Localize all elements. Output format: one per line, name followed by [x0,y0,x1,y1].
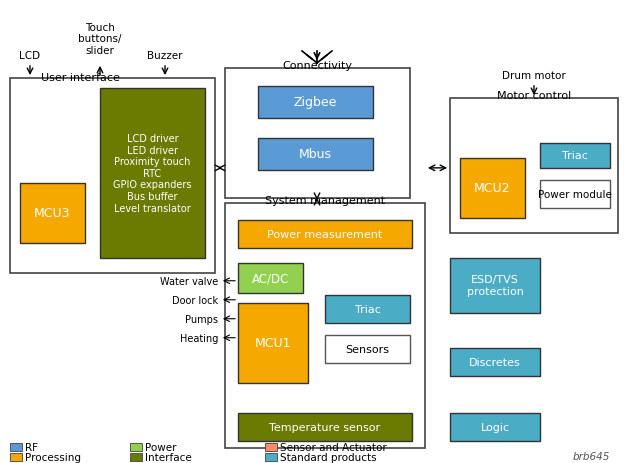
Text: Pumps: Pumps [185,314,218,324]
FancyBboxPatch shape [238,413,412,441]
Text: MCU2: MCU2 [474,182,511,195]
FancyBboxPatch shape [450,258,540,313]
Text: LCD driver
LED driver
Proximity touch
RTC
GPIO expanders
Bus buffer
Level transl: LCD driver LED driver Proximity touch RT… [113,134,192,213]
FancyBboxPatch shape [265,443,277,450]
Text: Water valve: Water valve [160,276,218,286]
FancyBboxPatch shape [10,79,215,273]
FancyBboxPatch shape [325,335,410,363]
FancyBboxPatch shape [258,87,373,119]
Text: Triac: Triac [354,304,381,314]
FancyBboxPatch shape [225,203,425,448]
Text: Interface: Interface [145,451,192,462]
Text: System management: System management [265,195,385,206]
Text: Connectivity: Connectivity [282,61,352,71]
FancyBboxPatch shape [20,183,85,243]
Text: Door lock: Door lock [172,295,218,305]
FancyBboxPatch shape [460,158,525,219]
Text: Zigbee: Zigbee [294,96,337,109]
FancyBboxPatch shape [325,295,410,323]
Text: Drum motor: Drum motor [502,71,566,81]
Text: Processing: Processing [25,451,81,462]
FancyBboxPatch shape [100,89,205,258]
FancyBboxPatch shape [540,144,610,169]
FancyBboxPatch shape [238,220,412,248]
Text: Buzzer: Buzzer [147,51,182,61]
Text: Triac: Triac [562,151,588,161]
FancyBboxPatch shape [450,348,540,376]
Text: RF: RF [25,442,38,452]
Text: Mbus: Mbus [299,148,332,161]
Text: Temperature sensor: Temperature sensor [270,422,381,432]
Text: User interface: User interface [41,73,119,83]
Text: Power module: Power module [538,189,612,200]
Text: brb645: brb645 [572,450,610,461]
Text: Heating: Heating [179,333,218,343]
FancyBboxPatch shape [540,181,610,208]
FancyBboxPatch shape [130,443,142,450]
FancyBboxPatch shape [258,138,373,170]
Text: Power measurement: Power measurement [267,229,382,239]
FancyBboxPatch shape [130,453,142,461]
Text: Discretes: Discretes [469,357,521,367]
Text: MCU1: MCU1 [255,337,292,350]
Text: Sensors: Sensors [345,344,389,354]
Text: MCU3: MCU3 [34,207,71,220]
Text: LCD: LCD [19,51,41,61]
Text: Sensor and Actuator: Sensor and Actuator [280,442,387,452]
Text: Motor control: Motor control [497,91,571,100]
FancyBboxPatch shape [10,443,22,450]
Text: Touch
buttons/
slider: Touch buttons/ slider [78,23,122,56]
Text: Standard products: Standard products [280,451,377,462]
FancyBboxPatch shape [225,69,410,199]
FancyBboxPatch shape [238,263,303,293]
Text: ESD/TVS
protection: ESD/TVS protection [466,275,524,296]
FancyBboxPatch shape [450,413,540,441]
FancyBboxPatch shape [10,453,22,461]
FancyBboxPatch shape [265,453,277,461]
FancyBboxPatch shape [450,99,618,233]
Text: AC/DC: AC/DC [252,272,289,285]
Text: Logic: Logic [480,422,510,432]
FancyBboxPatch shape [238,303,308,383]
Text: Power: Power [145,442,176,452]
